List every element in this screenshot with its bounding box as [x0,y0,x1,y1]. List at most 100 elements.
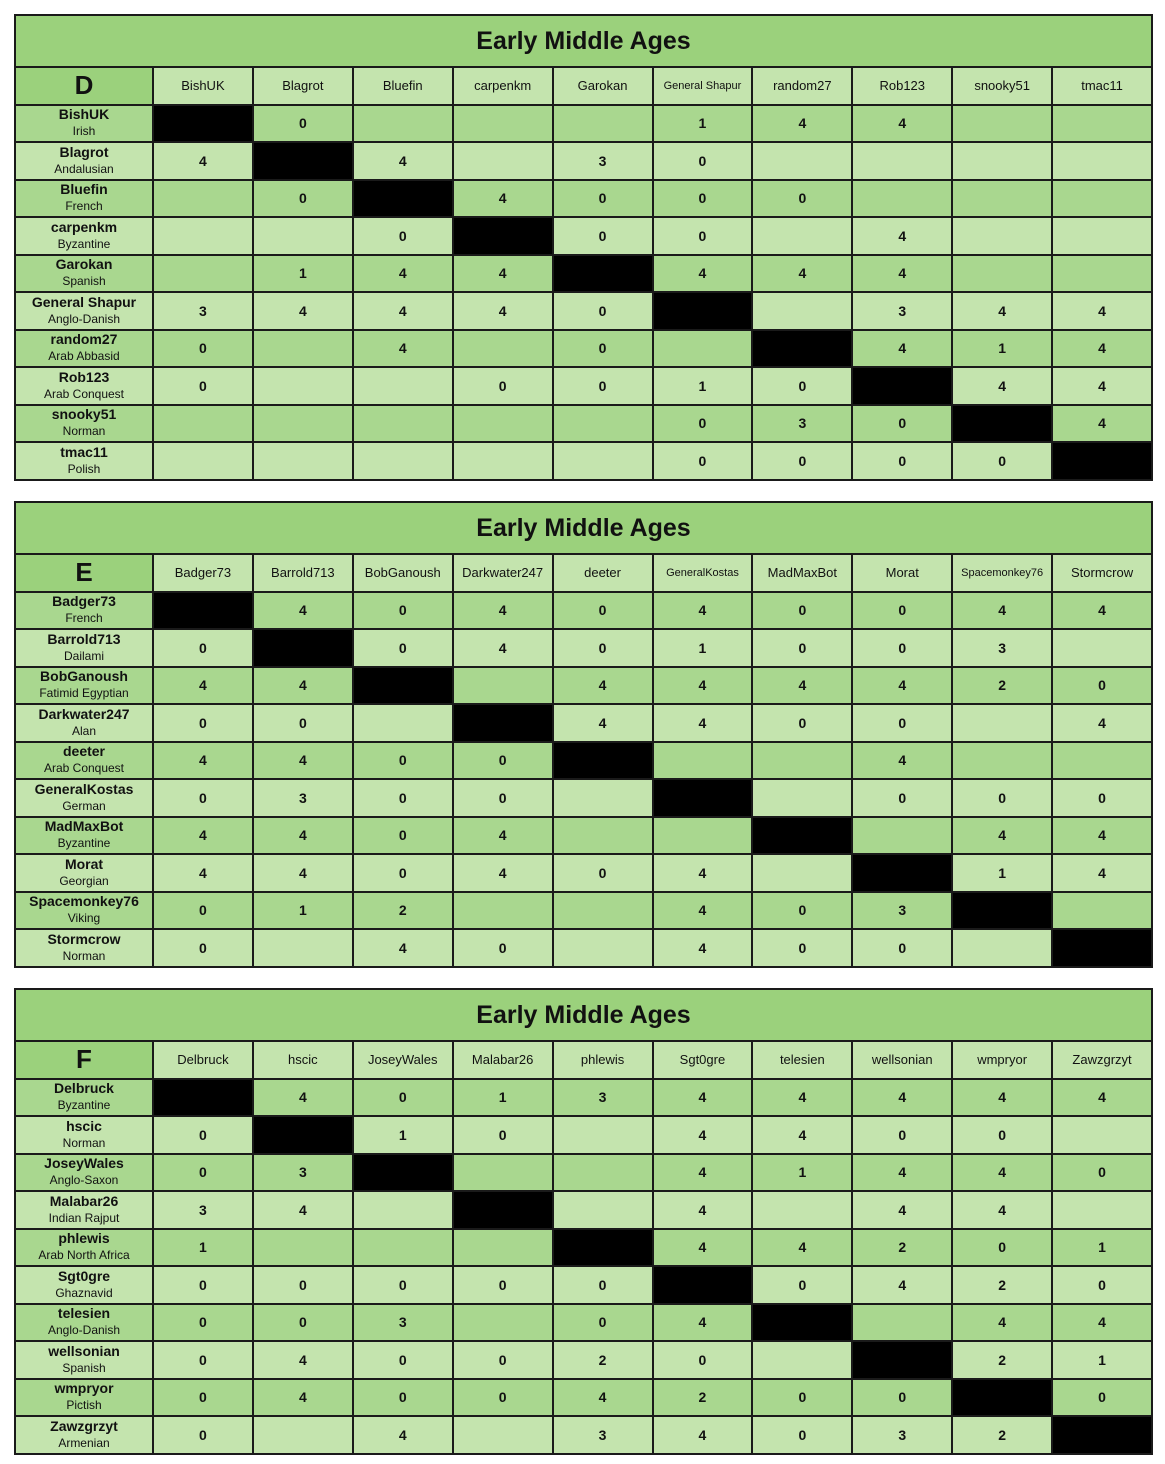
player-name: telesien [57,1305,111,1322]
self-match-cell [553,742,652,778]
row-player: wellsonian Spanish [16,1342,152,1378]
score-cell: 4 [653,592,752,628]
player-civ: French [65,199,103,214]
column-header: Spacemonkey76 [953,555,1052,591]
score-cell: 0 [753,368,852,404]
score-cell: 4 [953,1304,1052,1340]
row-player: Blagrot Andalusian [16,143,152,179]
player-name: Darkwater247 [38,705,130,722]
self-match-cell [1053,1417,1151,1453]
player-civ: Indian Rajput [48,1210,120,1225]
score-cell: 0 [1053,780,1151,816]
score-cell: 4 [653,705,752,741]
column-header: Zawzgrzyt [1053,1042,1151,1078]
score-cell [353,443,452,479]
score-cell: 4 [553,667,652,703]
player-civ: Andalusian [54,161,114,176]
column-header: telesien [753,1042,852,1078]
score-cell: 0 [154,1417,252,1453]
score-cell [353,1229,452,1265]
score-cell [953,930,1052,966]
score-cell: 0 [553,218,652,254]
score-cell: 0 [753,1379,852,1415]
self-match-cell [953,892,1052,928]
player-name: Badger73 [52,593,116,610]
row-player: GeneralKostas German [16,780,152,816]
player-civ: Irish [72,124,96,139]
row-player: Badger73 French [16,592,152,628]
score-cell: 0 [353,817,452,853]
score-cell: 0 [453,1267,552,1303]
score-cell: 0 [253,1304,352,1340]
score-cell: 0 [453,742,552,778]
score-cell: 4 [953,293,1052,329]
score-cell: 4 [853,1267,952,1303]
score-cell [553,105,652,141]
score-cell [154,443,252,479]
self-match-cell [653,293,752,329]
score-cell: 4 [453,817,552,853]
column-header: Stormcrow [1053,555,1151,591]
score-cell [653,330,752,366]
score-cell [253,330,352,366]
self-match-cell [753,330,852,366]
score-cell [953,218,1052,254]
self-match-cell [1053,930,1151,966]
score-cell: 4 [1053,405,1151,441]
score-cell [453,405,552,441]
score-cell: 4 [154,742,252,778]
score-cell: 4 [253,1342,352,1378]
score-cell: 4 [753,1079,852,1115]
score-cell: 4 [653,892,752,928]
score-cell: 0 [154,1154,252,1190]
column-header: random27 [753,68,852,104]
score-cell [154,255,252,291]
score-cell [1053,143,1151,179]
score-cell: 4 [353,1417,452,1453]
score-cell: 0 [553,180,652,216]
score-cell: 0 [853,780,952,816]
score-cell: 4 [653,1154,752,1190]
score-cell: 4 [253,742,352,778]
self-match-cell [653,780,752,816]
score-cell: 0 [154,930,252,966]
score-cell: 0 [154,705,252,741]
score-cell: 4 [453,592,552,628]
player-civ: Viking [67,911,101,926]
score-cell: 2 [353,892,452,928]
player-name: wmpryor [54,1380,114,1397]
score-cell: 3 [253,1154,352,1190]
score-cell [353,405,452,441]
score-cell: 3 [853,892,952,928]
score-cell: 3 [853,1417,952,1453]
player-name: Garokan [55,256,113,273]
score-cell [453,892,552,928]
score-cell: 3 [753,405,852,441]
score-cell [853,180,952,216]
score-cell: 0 [253,705,352,741]
score-cell: 0 [553,293,652,329]
score-cell [1053,1192,1151,1228]
score-cell: 4 [1053,1304,1151,1340]
table-title: Early Middle Ages [16,503,1151,555]
player-name: Bluefin [60,181,108,198]
score-cell: 4 [753,1229,852,1265]
score-cell: 4 [653,1229,752,1265]
score-cell: 3 [553,1079,652,1115]
score-cell: 4 [1053,368,1151,404]
column-header: Badger73 [154,555,252,591]
player-name: carpenkm [50,218,118,235]
score-cell: 2 [953,1342,1052,1378]
score-cell: 4 [453,855,552,891]
score-cell: 1 [753,1154,852,1190]
score-cell: 2 [553,1342,652,1378]
score-cell: 0 [953,780,1052,816]
score-cell: 0 [753,630,852,666]
score-cell [553,1154,652,1190]
row-player: random27 Arab Abbasid [16,330,152,366]
score-cell: 4 [653,1192,752,1228]
score-cell: 4 [853,1154,952,1190]
self-match-cell [853,1342,952,1378]
player-civ: Norman [62,1135,106,1150]
score-cell [353,368,452,404]
